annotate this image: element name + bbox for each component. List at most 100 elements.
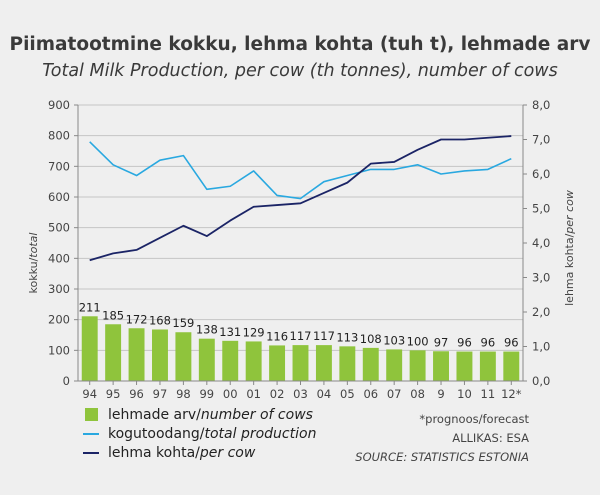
x-tick-label: 94 bbox=[82, 387, 97, 401]
source-en: SOURCE: STATISTICS ESTONIA bbox=[355, 450, 529, 464]
x-tick-label: 02 bbox=[270, 387, 285, 401]
y-left-tick-label: 500 bbox=[48, 221, 70, 235]
legend-swatch-total bbox=[83, 432, 99, 435]
y-right-tick-label: 5,0 bbox=[532, 202, 550, 216]
bar-value-label: 117 bbox=[290, 329, 312, 343]
y-left-tick-label: 400 bbox=[48, 251, 70, 265]
bar bbox=[433, 351, 449, 381]
x-tick-label: 00 bbox=[223, 387, 238, 401]
y-left-tick-label: 100 bbox=[48, 343, 70, 357]
bar bbox=[315, 345, 332, 381]
y-right-tick-label: 3,0 bbox=[532, 271, 550, 285]
bar-value-label: 129 bbox=[243, 325, 265, 339]
bar-value-label: 113 bbox=[336, 330, 358, 344]
x-tick-label: 96 bbox=[129, 387, 144, 401]
bar bbox=[128, 328, 145, 381]
legend-label-percow-et: lehma kohta/ bbox=[108, 444, 200, 461]
x-tick-label: 98 bbox=[176, 387, 191, 401]
y-right-tick-label: 7,0 bbox=[532, 133, 550, 147]
y-left-tick-label: 200 bbox=[48, 313, 70, 327]
bar bbox=[222, 340, 239, 381]
y-left-tick-label: 0 bbox=[63, 374, 70, 388]
legend-label-total-et: kogutoodang/ bbox=[108, 425, 205, 442]
x-tick-label: 10 bbox=[457, 387, 472, 401]
legend-label-total-en: total production bbox=[204, 425, 317, 442]
bar-value-label: 96 bbox=[481, 336, 496, 350]
bar bbox=[198, 338, 215, 381]
bar bbox=[269, 345, 286, 381]
legend-label-cows-et: lehmade arv/ bbox=[108, 406, 201, 423]
legend-label-percow-en: per cow bbox=[199, 444, 256, 461]
x-tick-label: 12* bbox=[501, 387, 522, 401]
x-tick-label: 04 bbox=[317, 387, 332, 401]
legend-item-cows: lehmade arv/number of cows bbox=[80, 405, 316, 424]
y-right-tick-label: 8,0 bbox=[532, 98, 550, 112]
bar bbox=[386, 349, 403, 381]
bar bbox=[292, 345, 309, 381]
bar bbox=[245, 341, 262, 381]
source-et: ALLIKAS: ESA bbox=[452, 431, 529, 445]
legend-swatch-percow bbox=[83, 451, 99, 454]
x-tick-label: 97 bbox=[153, 387, 168, 401]
x-tick-label: 05 bbox=[340, 387, 355, 401]
bar-value-label: 108 bbox=[360, 332, 382, 346]
bar-value-label: 97 bbox=[434, 335, 449, 349]
y-right-axis-title: lehma kohta/per cow bbox=[563, 190, 576, 306]
bar bbox=[339, 346, 356, 381]
y-left-tick-label: 700 bbox=[48, 159, 70, 173]
bar-value-label: 103 bbox=[383, 333, 405, 347]
bar bbox=[409, 350, 426, 381]
x-tick-label: 9 bbox=[437, 387, 444, 401]
bar-value-label: 116 bbox=[266, 329, 288, 343]
bar-value-label: 117 bbox=[313, 329, 335, 343]
bar-value-label: 185 bbox=[102, 308, 124, 322]
bar-value-label: 172 bbox=[126, 312, 148, 326]
y-left-tick-label: 600 bbox=[48, 190, 70, 204]
bar bbox=[503, 351, 520, 381]
legend-swatch-bar bbox=[84, 408, 98, 421]
y-right-tick-label: 4,0 bbox=[532, 236, 550, 250]
x-tick-label: 95 bbox=[106, 387, 121, 401]
y-left-axis-title: kokku/total bbox=[27, 233, 40, 294]
bar-value-label: 96 bbox=[457, 336, 472, 350]
chart-subtitle: Total Milk Production, per cow (th tonne… bbox=[42, 61, 558, 81]
bar bbox=[362, 347, 379, 381]
bar bbox=[105, 324, 122, 381]
y-right-tick-label: 2,0 bbox=[532, 305, 550, 319]
bar bbox=[81, 316, 98, 381]
x-tick-label: 01 bbox=[246, 387, 261, 401]
legend-label-cows-en: number of cows bbox=[200, 406, 313, 423]
bar-value-label: 138 bbox=[196, 323, 218, 337]
x-tick-label: 06 bbox=[363, 387, 378, 401]
bar bbox=[479, 351, 496, 381]
y-right-tick-label: 0,0 bbox=[532, 374, 550, 388]
bar-value-label: 131 bbox=[219, 325, 241, 339]
y-right-tick-label: 1,0 bbox=[532, 340, 550, 354]
bar bbox=[175, 332, 192, 381]
y-left-tick-label: 300 bbox=[48, 282, 70, 296]
y-right-tick-label: 6,0 bbox=[532, 167, 550, 181]
y-left-tick-label: 800 bbox=[48, 129, 70, 143]
bar bbox=[456, 351, 473, 381]
x-tick-label: 08 bbox=[410, 387, 425, 401]
series-line-percow bbox=[89, 135, 512, 262]
bar-value-label: 211 bbox=[79, 300, 101, 314]
series-line-total bbox=[89, 141, 512, 200]
bar-value-label: 168 bbox=[149, 313, 171, 327]
legend-item-total: kogutoodang/total production bbox=[80, 424, 316, 443]
bar-value-label: 96 bbox=[504, 336, 519, 350]
y-left-tick-label: 900 bbox=[48, 98, 70, 112]
x-tick-label: 99 bbox=[199, 387, 214, 401]
x-tick-label: 07 bbox=[387, 387, 402, 401]
x-tick-label: 03 bbox=[293, 387, 308, 401]
chart-title: Piimatootmine kokku, lehma kohta (tuh t)… bbox=[9, 34, 591, 55]
bar-value-label: 159 bbox=[172, 316, 194, 330]
source-notes: *prognoos/forecast ALLIKAS: ESA SOURCE: … bbox=[355, 410, 529, 467]
bar bbox=[152, 329, 168, 381]
x-tick-label: 11 bbox=[481, 387, 496, 401]
bar-value-label: 100 bbox=[407, 334, 429, 348]
legend: lehmade arv/number of cows kogutoodang/t… bbox=[80, 405, 316, 462]
legend-item-percow: lehma kohta/per cow bbox=[80, 443, 316, 462]
forecast-note: *prognoos/forecast bbox=[419, 412, 529, 426]
